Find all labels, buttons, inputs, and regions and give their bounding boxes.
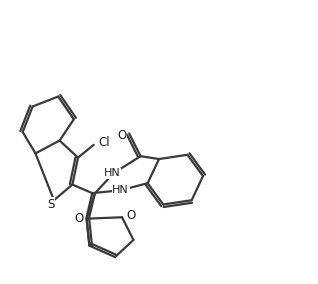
Text: O: O [74, 212, 84, 225]
Text: O: O [118, 129, 127, 142]
Text: Cl: Cl [99, 136, 110, 149]
Text: HN: HN [104, 168, 121, 178]
Text: O: O [126, 209, 135, 222]
Text: S: S [47, 198, 55, 211]
Text: HN: HN [112, 185, 129, 195]
